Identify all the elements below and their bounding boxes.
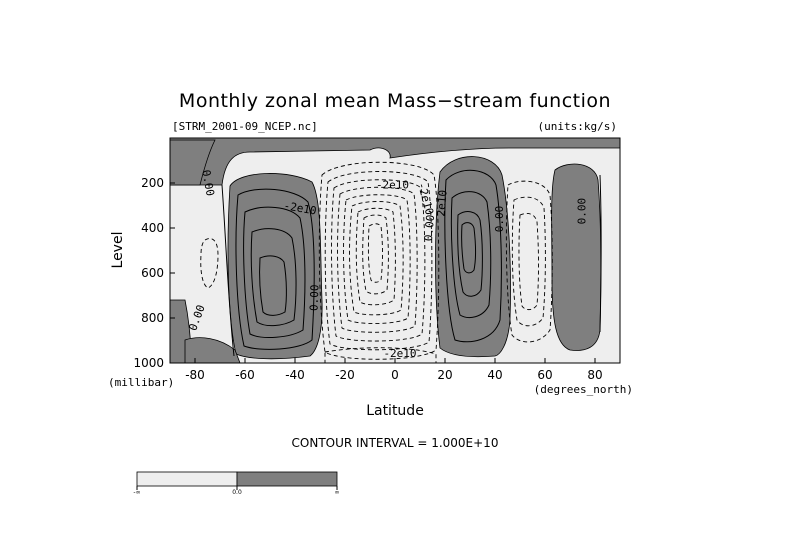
contour-label: 0.00 [199,169,216,197]
contour-south-1 [235,188,315,350]
x-tick-label: 60 [537,368,552,382]
shade-legend-label-right: ∞ [335,489,340,496]
contour-tropic-2 [450,191,492,318]
y-tick-label: 600 [141,266,164,280]
y-tick-label: 200 [141,176,164,190]
shade-legend-label-left: -∞ [133,489,140,496]
contour-south-3 [250,228,297,327]
shade-south-cap [170,139,216,186]
y-axis-label: Level [110,232,126,269]
positive-shading [170,138,620,363]
contour-hadley-4 [337,186,418,333]
contour-label: 0.00 [576,198,589,225]
shade-tropical-cell [435,156,511,358]
contour-hadley-3 [331,179,426,342]
file-label: [STRM_2001-09_NCEP.nc] [172,120,318,133]
contour-hadley-2 [324,171,433,351]
x-axis-label: Latitude [366,403,424,419]
shade-legend: -∞ 0.0 ∞ [133,471,340,496]
contour-south-polar [200,238,219,289]
y-axis-ticks: 200 400 600 800 1000 [133,176,175,370]
contour-ferrel-north-1 [505,180,553,343]
contour-south-4 [259,255,287,316]
shade-north-cell [551,163,602,351]
contour-label: -2e10 [376,178,409,191]
contour-label: -2e10 [283,199,318,218]
y-tick-label: 1000 [133,356,164,370]
shade-south-cell [227,173,323,360]
x-tick-label: 40 [487,368,502,382]
shade-top-right-band [170,138,620,186]
contour-tropic-3 [457,211,483,297]
dashed-contours [200,161,553,363]
shade-legend-negative [136,471,238,487]
contour-tropic-1 [444,169,502,343]
contour-hadley-7 [355,207,396,306]
shade-south-bottom [184,337,241,363]
solid-contours [221,169,602,357]
y-axis-unit: (millibar) [108,376,174,389]
contour-interval-note: CONTOUR INTERVAL = 1.000E+10 [292,436,499,450]
y-tick-label: 800 [141,311,164,325]
contour-north-zero [599,174,602,333]
contour-tropic-4 [461,222,476,274]
units-label: (units:kg/s) [538,120,617,133]
contour-hadley-8 [362,214,389,295]
x-tick-label: -40 [285,368,305,382]
contour-south-2 [243,206,306,338]
contour-label: 0.00 [493,206,506,233]
contour-bottom-cell [324,347,437,363]
x-tick-label: -80 [185,368,205,382]
shade-legend-label-mid: 0.0 [232,489,242,496]
contour-ferrel-north-3 [518,213,539,311]
x-tick-label: 20 [437,368,452,382]
contour-ferrel-north-2 [511,196,546,327]
x-tick-label: -20 [335,368,355,382]
x-tick-label: 80 [587,368,602,382]
x-tick-label: -60 [235,368,255,382]
x-axis-ticks: -80 -60 -40 -20 0 20 40 60 80 [185,358,603,382]
contour-hadley-9 [367,223,383,283]
contour-label: -2e10 [383,347,416,360]
shade-legend-positive [236,471,338,487]
contour-hadley-1 [318,161,440,360]
contour-label: 2e10 [434,189,449,217]
contour-south-edge [221,184,235,357]
chart-title: Monthly zonal mean Mass−stream function [179,90,611,112]
y-tick-label: 400 [141,221,164,235]
contour-label: 0.00 [308,284,322,311]
contour-hadley-6 [349,201,404,316]
x-axis-unit: (degrees_north) [534,383,633,396]
contour-hadley-5 [343,194,411,324]
contour-label: 0.00 [422,214,437,242]
x-tick-label: 0 [391,368,399,382]
